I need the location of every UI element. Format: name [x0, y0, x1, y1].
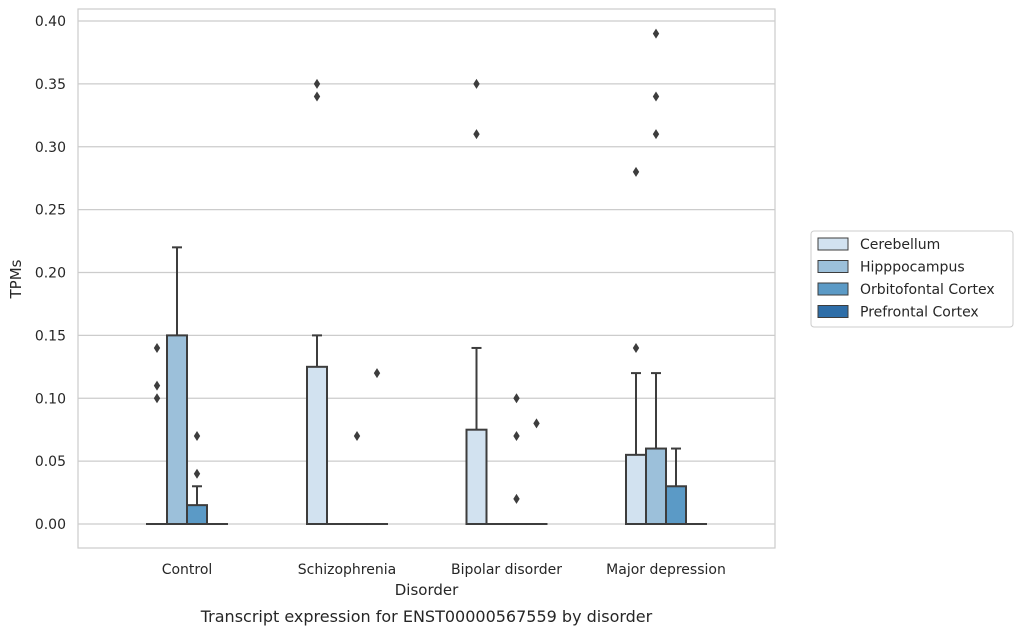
x-tick-label: Bipolar disorder	[451, 562, 562, 578]
outlier-point	[513, 430, 520, 441]
box-body	[186, 504, 208, 526]
box-1-3	[366, 368, 388, 526]
y-tick-label: 0.00	[35, 517, 66, 533]
box-0-1	[166, 246, 188, 525]
box-3-0	[625, 166, 647, 525]
legend-swatch	[817, 282, 849, 296]
outlier-point	[153, 393, 161, 404]
outlier-point	[473, 78, 480, 89]
outlier-point	[632, 342, 640, 353]
y-tick-label: 0.25	[35, 203, 66, 219]
legend-swatch	[817, 305, 849, 318]
box-3-2	[665, 447, 687, 525]
outlier-point	[313, 78, 321, 89]
outlier-point	[533, 418, 540, 429]
y-tick-label: 0.35	[35, 77, 66, 93]
y-axis-ticks: 0.00 0.05 0.10 0.15 0.20 0.25 0.30 0.35 0.40	[35, 14, 66, 533]
outlier-point	[632, 166, 640, 177]
legend-label: Prefrontal Cortex	[860, 305, 979, 321]
outlier-point	[313, 91, 321, 102]
y-tick-label: 0.20	[35, 266, 66, 282]
outlier-point	[153, 342, 161, 353]
box-1-0	[306, 78, 328, 525]
outlier-point	[153, 380, 161, 391]
y-tick-label: 0.30	[35, 140, 66, 156]
outlier-point	[652, 91, 660, 102]
outlier-point	[513, 393, 520, 404]
box-0-0	[146, 342, 168, 526]
box-body	[465, 428, 488, 525]
box-body	[645, 447, 667, 525]
box-1-2	[346, 430, 368, 526]
outlier-point	[652, 129, 660, 140]
outlier-point	[193, 430, 201, 441]
outlier-point	[373, 368, 381, 379]
gridlines	[78, 20, 775, 525]
legend-label: Orbitofontal Cortex	[860, 282, 995, 298]
y-tick-label: 0.05	[35, 454, 66, 470]
legend-swatch	[817, 237, 849, 251]
legend-label: Cerebellum	[860, 237, 940, 253]
outlier-point	[193, 468, 201, 479]
x-axis-ticks: Control Schizophrenia Bipolar disorder Majo…	[162, 562, 726, 578]
box-body	[625, 453, 647, 525]
box-2-2	[505, 393, 528, 526]
y-axis-label: TPMs	[7, 259, 25, 299]
box-0-2	[186, 430, 208, 526]
outlier-point	[513, 493, 520, 504]
plot-area-frame	[77, 8, 776, 549]
x-axis-label: Disorder	[395, 581, 459, 599]
boxes	[146, 28, 707, 526]
y-tick-label: 0.15	[35, 328, 66, 344]
box-2-0	[465, 78, 488, 525]
box-2-3	[525, 418, 548, 526]
outlier-point	[473, 129, 480, 140]
outlier-point	[652, 28, 660, 39]
outlier-point	[353, 430, 361, 441]
x-tick-label: Major depression	[606, 562, 726, 578]
legend-label: Hipppocampus	[860, 260, 965, 276]
box-body	[166, 334, 188, 525]
x-tick-label: Schizophrenia	[298, 562, 396, 578]
y-tick-label: 0.10	[35, 391, 66, 407]
y-tick-label: 0.40	[35, 14, 66, 30]
legend-frame	[810, 230, 1014, 328]
box-body	[665, 485, 687, 525]
box-body	[306, 365, 328, 525]
box-3-1	[645, 28, 667, 525]
x-tick-label: Control	[162, 562, 213, 578]
figure-caption: Transcript expression for ENST0000056755…	[200, 607, 653, 626]
legend-swatch	[817, 260, 849, 273]
legend: Cerebellum Hipppocampus Orbitofontal Corte…	[810, 230, 1014, 328]
